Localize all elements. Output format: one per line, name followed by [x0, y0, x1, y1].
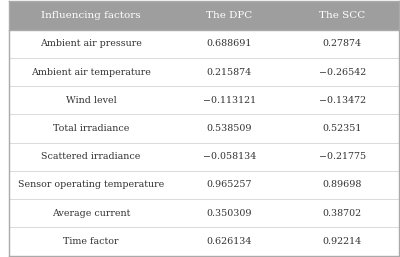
- Text: 0.89698: 0.89698: [322, 180, 362, 189]
- Bar: [10, 1, 399, 30]
- Text: −0.21775: −0.21775: [319, 152, 366, 161]
- Text: 0.27874: 0.27874: [323, 39, 362, 48]
- Text: 0.215874: 0.215874: [207, 68, 252, 77]
- Text: −0.13472: −0.13472: [319, 96, 366, 105]
- Bar: [10, 86, 399, 114]
- Text: 0.626134: 0.626134: [207, 237, 252, 246]
- Text: 0.92214: 0.92214: [323, 237, 362, 246]
- Text: −0.26542: −0.26542: [318, 68, 366, 77]
- Text: −0.058134: −0.058134: [203, 152, 256, 161]
- Text: Ambient air temperature: Ambient air temperature: [31, 68, 151, 77]
- Text: 0.350309: 0.350309: [206, 209, 252, 218]
- Text: 0.52351: 0.52351: [322, 124, 362, 133]
- Text: 0.688691: 0.688691: [207, 39, 252, 48]
- Bar: [10, 143, 399, 171]
- Bar: [10, 58, 399, 86]
- Text: 0.538509: 0.538509: [206, 124, 252, 133]
- Text: Ambient air pressure: Ambient air pressure: [40, 39, 142, 48]
- Bar: [10, 171, 399, 199]
- Bar: [10, 199, 399, 227]
- Text: 0.38702: 0.38702: [323, 209, 362, 218]
- Text: Total irradiance: Total irradiance: [53, 124, 129, 133]
- Text: Influencing factors: Influencing factors: [41, 11, 141, 20]
- Bar: [10, 30, 399, 58]
- Text: The SCC: The SCC: [319, 11, 365, 20]
- Text: Scattered irradiance: Scattered irradiance: [42, 152, 141, 161]
- Bar: [10, 227, 399, 256]
- Bar: [10, 114, 399, 143]
- Text: Wind level: Wind level: [66, 96, 116, 105]
- Text: 0.965257: 0.965257: [206, 180, 252, 189]
- Text: Time factor: Time factor: [63, 237, 119, 246]
- Text: The DPC: The DPC: [206, 11, 252, 20]
- Text: Average current: Average current: [52, 209, 130, 218]
- Text: −0.113121: −0.113121: [203, 96, 256, 105]
- Text: Sensor operating temperature: Sensor operating temperature: [18, 180, 164, 189]
